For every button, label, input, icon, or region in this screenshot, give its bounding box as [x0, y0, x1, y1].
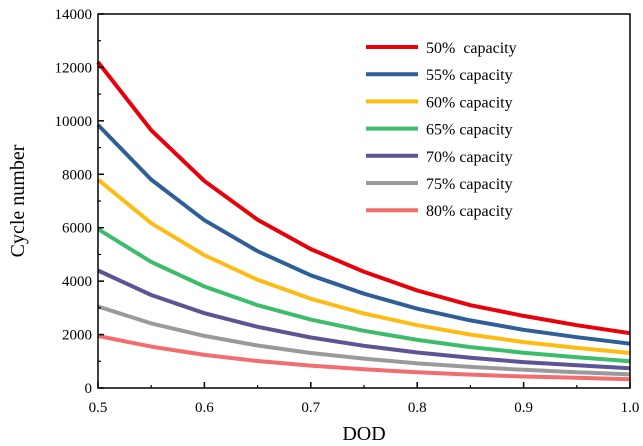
series-line-4 — [97, 268, 631, 371]
y-tick-label: 0 — [85, 381, 93, 397]
legend-label-6: 80% capacity — [426, 203, 513, 220]
y-axis-label: Cycle number — [7, 144, 29, 257]
legend-label-4: 70% capacity — [426, 149, 513, 166]
legend-label-3: 65% capacity — [426, 122, 513, 139]
legend-label-0: 50% capacity — [426, 40, 517, 57]
series-line-5 — [97, 304, 631, 377]
y-tick-label: 12000 — [55, 60, 93, 76]
y-tick-label: 10000 — [55, 114, 93, 130]
y-axis-ticks: 0 2000 4000 6000 8000 10000 12000 14000 — [55, 7, 104, 397]
y-tick-label: 4000 — [62, 274, 92, 290]
x-tick-label: 0.9 — [514, 400, 533, 416]
legend-label-5: 75% capacity — [426, 176, 513, 193]
series-line-6 — [97, 333, 631, 382]
y-tick-label: 8000 — [62, 167, 92, 183]
y-tick-label: 14000 — [55, 7, 93, 23]
series-line-0 — [96, 60, 631, 336]
x-tick-label: 0.8 — [408, 400, 427, 416]
y-tick-label: 6000 — [62, 221, 92, 237]
series-line-2 — [96, 178, 631, 355]
x-axis-label: DOD — [342, 423, 385, 445]
series-lines — [96, 60, 631, 382]
series-line-1 — [96, 123, 631, 346]
y-tick-label: 2000 — [62, 328, 92, 344]
x-axis-ticks: 0.5 0.6 0.7 0.8 0.9 1.0 — [89, 382, 640, 416]
legend-label-1: 55% capacity — [426, 67, 513, 84]
legend-label-2: 60% capacity — [426, 94, 513, 111]
x-tick-label: 0.6 — [195, 400, 214, 416]
x-tick-label: 1.0 — [621, 400, 640, 416]
series-line-3 — [96, 227, 631, 364]
legend: 50% capacity 55% capacity 60% capacity 65% … — [366, 40, 517, 220]
x-tick-label: 0.7 — [301, 400, 320, 416]
x-tick-label: 0.5 — [89, 400, 108, 416]
